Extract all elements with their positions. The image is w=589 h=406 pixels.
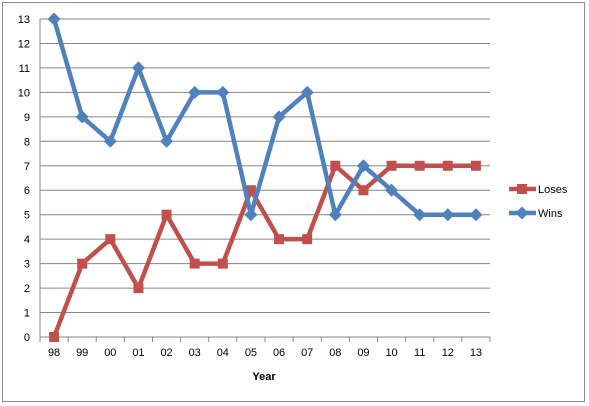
y-tick-label: 1 — [24, 308, 30, 320]
data-point — [188, 85, 202, 99]
y-tick-label: 6 — [24, 185, 30, 197]
data-point — [161, 209, 172, 220]
data-point — [105, 234, 116, 245]
x-tick-label: 99 — [76, 347, 88, 359]
data-point — [470, 160, 481, 171]
legend-label: Loses — [538, 184, 568, 196]
data-point — [469, 208, 483, 222]
series-line-loses — [51, 163, 476, 338]
y-tick-label: 8 — [24, 136, 30, 148]
data-point — [414, 160, 425, 171]
data-point — [245, 185, 256, 196]
chart-frame — [2, 2, 585, 402]
data-point — [328, 208, 342, 222]
data-point — [49, 332, 60, 342]
data-point — [274, 234, 285, 245]
data-point — [330, 160, 341, 171]
x-tick-label: 04 — [217, 347, 229, 359]
y-tick-label: 4 — [24, 234, 30, 246]
x-tick-label: 13 — [470, 347, 482, 359]
y-tick-label: 5 — [24, 210, 30, 222]
legend-marker — [515, 206, 529, 220]
data-point — [47, 12, 61, 26]
data-point — [272, 110, 286, 124]
x-tick-label: 00 — [104, 347, 116, 359]
data-point — [385, 183, 399, 197]
data-point — [75, 110, 89, 124]
series-line-wins — [51, 18, 476, 217]
data-point — [217, 258, 228, 269]
y-tick-label: 13 — [18, 14, 30, 26]
data-point — [441, 208, 455, 222]
data-point — [189, 258, 200, 269]
y-tick-label: 3 — [24, 259, 30, 271]
x-tick-label: 06 — [273, 347, 285, 359]
x-tick-label: 05 — [245, 347, 257, 359]
x-tick-label: 09 — [357, 347, 369, 359]
x-tick-labels: 98 99 00 01 02 03 04 05 06 07 08 09 10 11 12 13 — [48, 347, 482, 359]
y-tick-label: 12 — [18, 38, 30, 50]
y-tick-label: 10 — [18, 87, 30, 99]
x-tick-label: 02 — [160, 347, 172, 359]
data-point — [302, 234, 313, 245]
legend-item-wins: Wins — [509, 206, 563, 220]
data-point — [160, 134, 174, 148]
x-tick-label: 07 — [301, 347, 313, 359]
data-point — [216, 85, 230, 99]
series-wins — [47, 12, 483, 222]
legend: Loses Wins — [509, 184, 568, 220]
x-tick-label: 10 — [385, 347, 397, 359]
x-tick-label: 01 — [132, 347, 144, 359]
x-tick-label: 08 — [329, 347, 341, 359]
legend-label: Wins — [538, 208, 563, 220]
x-tick-label: 03 — [189, 347, 201, 359]
legend-item-loses: Loses — [509, 184, 568, 196]
y-tick-label: 0 — [24, 332, 30, 344]
x-tick-label: 12 — [442, 347, 454, 359]
series-layer — [47, 12, 483, 342]
data-point — [103, 134, 117, 148]
x-tick-label: 11 — [414, 347, 425, 359]
data-point — [356, 159, 370, 173]
data-point — [300, 85, 314, 99]
data-point — [442, 160, 453, 171]
data-point — [131, 61, 145, 75]
data-point — [386, 160, 397, 171]
x-tick-label: 98 — [48, 347, 60, 359]
series-loses — [49, 160, 481, 342]
gridlines — [39, 18, 491, 342]
data-point — [358, 185, 369, 196]
legend-marker — [517, 184, 527, 194]
y-tick-label: 9 — [24, 112, 30, 124]
x-axis-title: Year — [252, 371, 276, 383]
y-tick-label: 2 — [24, 283, 30, 295]
y-tick-label: 7 — [24, 161, 30, 173]
data-point — [413, 208, 427, 222]
data-point — [133, 283, 144, 294]
data-point — [77, 258, 88, 269]
y-tick-label: 11 — [19, 63, 30, 75]
data-point — [244, 208, 258, 222]
